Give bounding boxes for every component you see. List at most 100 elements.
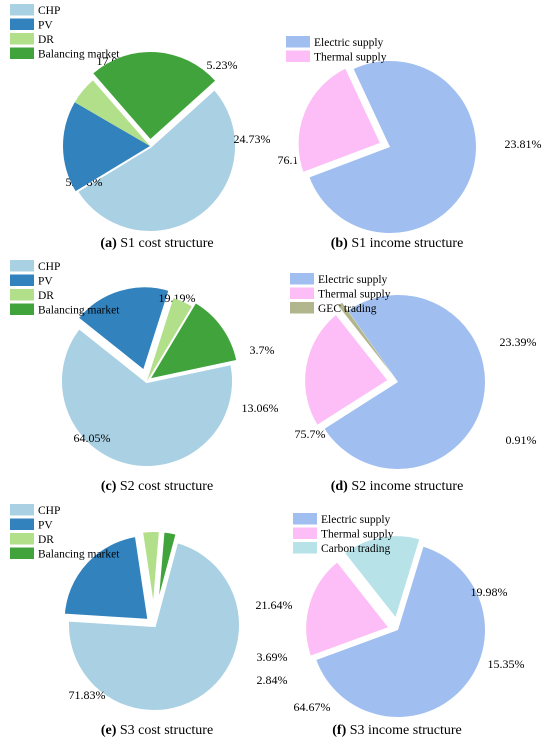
legend-label-a-pv: PV [38,20,53,32]
pie-slice-d-thermal-supply [301,309,394,431]
legend-swatch-f-carbon-trading [293,542,317,554]
legend-label-c-balancing-market: Balancing market [38,305,120,317]
pie-slice-c-pv [73,283,174,376]
legend-swatch-f-thermal-supply [293,527,317,539]
legend-label-c-dr: DR [38,290,54,302]
caption-text-a: S1 cost structure [117,236,214,251]
legend-swatch-f-electric-supply [293,513,317,525]
slice-label-e-balancing-market: 2.84% [257,673,288,687]
slice-label-a-dr: 5.23% [207,58,238,72]
legend-label-f-electric-supply: Electric supply [321,514,391,526]
legend-swatch-c-pv [10,274,34,286]
pie-slice-f-carbon-trading [339,532,425,626]
slice-label-c-pv: 19.19% [159,291,196,305]
legend-swatch-d-thermal-supply [290,287,314,299]
caption-letter-f: (f) [332,723,346,738]
legend-swatch-e-dr [10,533,34,545]
caption-letter-a: (a) [100,236,117,251]
legend-label-a-balancing-market: Balancing market [38,49,120,61]
legend-swatch-a-balancing-market [10,47,34,59]
pie-slice-a-pv [63,102,150,192]
legend-label-f-carbon-trading: Carbon trading [321,543,391,555]
caption-a: (a) S1 cost structure [100,236,213,251]
caption-text-f: S3 income structure [346,723,461,738]
legend-b: Electric supply Thermal supply [286,36,387,64]
pie-chart-d: 75.7% 23.39% 0.91% Electric supply Thermal s… [290,273,537,494]
legend-label-e-chp: CHP [38,505,60,517]
legend-swatch-c-chp [10,260,34,272]
caption-d: (d) S2 income structure [331,479,464,494]
pie-slice-d-gec-trading [338,302,393,374]
legend-label-e-balancing-market: Balancing market [38,549,120,561]
legend-swatch-a-pv [10,18,34,30]
slice-label-c-balancing-market: 13.06% [242,401,279,415]
slice-label-a-balancing-market: 24.73% [234,132,271,146]
caption-letter-c: (c) [101,479,117,494]
caption-text-d: S2 income structure [348,479,463,494]
slice-label-f-thermal-supply: 19.98% [471,585,508,599]
slice-label-c-dr: 3.7% [250,343,275,357]
pie-slice-f-thermal-supply [302,556,395,661]
legend-a: CHP PV DR Balancing market [10,4,120,61]
caption-letter-e: (e) [101,723,117,738]
pie-slice-a-balancing-market [93,52,216,140]
legend-label-e-dr: DR [38,534,54,546]
slice-label-d-gec-trading: 0.91% [506,433,537,447]
legend-swatch-d-electric-supply [290,273,314,285]
slice-label-e-dr: 3.69% [257,650,288,664]
pie-slice-a-chp [72,84,239,235]
caption-c: (c) S2 cost structure [101,479,213,494]
pie-slice-e-pv [60,532,152,624]
caption-text-b: S1 income structure [348,236,463,251]
caption-letter-b: (b) [331,236,348,251]
legend-label-f-thermal-supply: Thermal supply [321,529,394,541]
legend-e: CHP PV DR Balancing market [10,504,120,561]
caption-e: (e) S3 cost structure [101,723,213,738]
pie-chart-f: 64.67% 19.98% 15.35% Electric supply Thermal… [293,513,525,738]
pie-chart-c: 64.05% 19.19% 3.7% 13.06% CHP PV DR Balancing m… [10,260,279,494]
legend-label-a-chp: CHP [38,5,60,17]
pie-slice-b-electric-supply [309,61,477,234]
pie-chart-a: 52.98%17.06%5.23%24.73%CHPPVDRBalancing … [10,4,271,251]
pie-slice-a-dr [74,80,150,146]
legend-swatch-e-balancing-market [10,547,34,559]
pie-slice-d-electric-supply [324,294,485,469]
caption-text-e: S3 cost structure [116,723,213,738]
legend-label-d-thermal-supply: Thermal supply [318,289,391,301]
slice-label-f-carbon-trading: 15.35% [488,657,525,671]
caption-text-c: S2 cost structure [116,479,213,494]
legend-swatch-b-thermal-supply [286,50,310,62]
pie-slice-c-dr [147,298,192,381]
caption-letter-d: (d) [331,479,348,494]
slice-label-d-electric-supply: 75.7% [295,427,326,441]
legend-label-e-pv: PV [38,520,53,532]
legend-swatch-b-electric-supply [286,36,310,48]
legend-swatch-d-gec-trading [290,302,314,314]
legend-label-b-thermal-supply: Thermal supply [314,52,387,64]
legend-d: Electric supply Thermal supply GEC trading [290,273,391,315]
slice-label-d-thermal-supply: 23.39% [500,335,537,349]
legend-label-c-chp: CHP [38,261,60,273]
slice-label-e-chp: 71.83% [69,688,106,702]
legend-swatch-a-chp [10,4,34,16]
slice-label-e-pv: 21.64% [256,598,293,612]
legend-swatch-c-balancing-market [10,303,34,315]
slice-label-c-chp: 64.05% [74,431,111,445]
pie-slice-c-chp [58,323,236,470]
caption-f: (f) S3 income structure [332,723,461,738]
pie-slice-e-chp [65,538,243,714]
pie-slice-b-thermal-supply [294,63,386,177]
legend-label-c-pv: PV [38,276,53,288]
legend-swatch-c-dr [10,289,34,301]
legend-c: CHP PV DR Balancing market [10,260,120,317]
pie-slice-c-balancing-market [151,303,237,379]
slice-label-b-thermal-supply: 23.81% [505,137,542,151]
pie-chart-e: 71.83% 21.64% 3.69% 2.84% CHP PV DR Balancing m… [10,504,293,738]
slice-label-f-electric-supply: 64.67% [294,700,331,714]
legend-label-b-electric-supply: Electric supply [314,37,384,49]
legend-swatch-e-chp [10,504,34,516]
caption-b: (b) S1 income structure [331,236,464,251]
legend-label-a-dr: DR [38,34,54,46]
